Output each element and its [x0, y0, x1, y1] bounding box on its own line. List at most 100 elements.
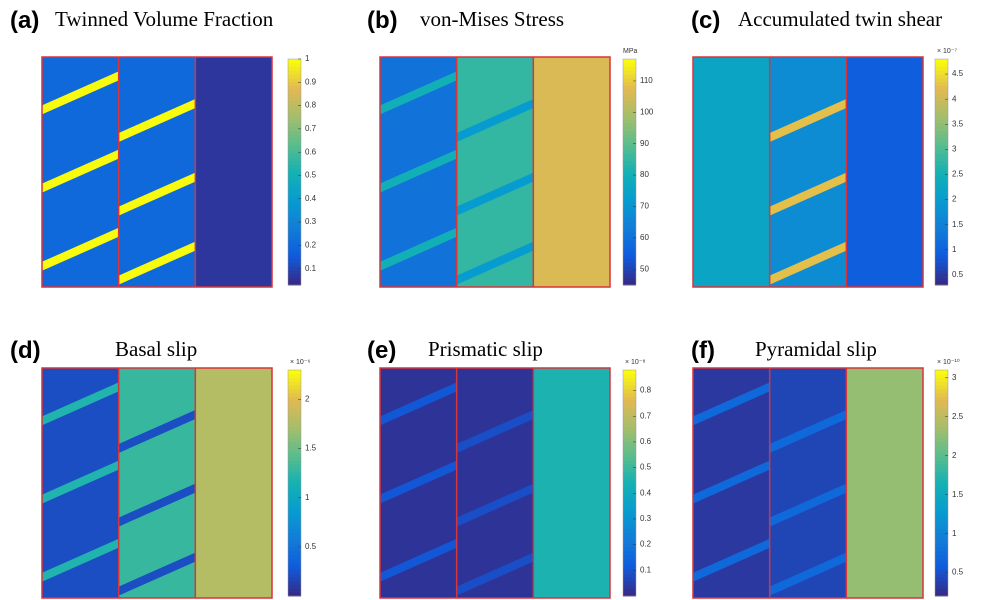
colorbar-tick-label: 2.5	[952, 412, 964, 421]
colorbar-slice	[935, 453, 948, 457]
colorbar-slice	[623, 524, 636, 528]
colorbar-slice	[623, 453, 636, 457]
colorbar-slice	[935, 247, 948, 251]
colorbar-slice	[288, 562, 301, 566]
colorbar-slice	[288, 400, 301, 404]
colorbar-slice	[288, 187, 301, 191]
colorbar-slice	[935, 183, 948, 187]
colorbar-slice	[935, 404, 948, 408]
colorbar-slice	[935, 415, 948, 419]
colorbar-slice	[623, 558, 636, 562]
colorbar-slice	[623, 221, 636, 225]
colorbar-slice	[623, 400, 636, 404]
colorbar-slice	[935, 104, 948, 108]
colorbar-slice	[935, 588, 948, 592]
colorbar-slice	[623, 427, 636, 431]
colorbar-slice	[623, 229, 636, 233]
colorbar-slice	[623, 475, 636, 479]
colorbar-tick-label: 0.5	[305, 171, 317, 180]
colorbar-slice	[288, 464, 301, 468]
colorbar-slice	[935, 134, 948, 138]
colorbar-slice	[623, 540, 636, 544]
colorbar-slice	[935, 191, 948, 195]
colorbar-slice	[288, 266, 301, 270]
colorbar-slice	[935, 225, 948, 229]
colorbar-slice	[935, 419, 948, 423]
colorbar-tick-label: 0.5	[640, 463, 652, 472]
colorbar-slice	[288, 161, 301, 165]
colorbar-slice	[935, 524, 948, 528]
panel-title: Pyramidal slip	[755, 337, 877, 361]
colorbar-slice	[288, 213, 301, 217]
colorbar-slice	[935, 457, 948, 461]
colorbar-slice	[288, 423, 301, 427]
colorbar-slice	[935, 168, 948, 172]
colorbar-slice	[623, 146, 636, 150]
colorbar-slice	[935, 468, 948, 472]
colorbar-slice	[935, 85, 948, 89]
colorbar-slice	[288, 558, 301, 562]
colorbar-slice	[935, 528, 948, 532]
colorbar-slice	[288, 472, 301, 476]
colorbar-slice	[288, 206, 301, 210]
colorbar-slice	[935, 438, 948, 442]
colorbar-slice	[623, 566, 636, 570]
colorbar-slice	[288, 164, 301, 168]
colorbar-slice	[623, 244, 636, 248]
colorbar-slice	[288, 498, 301, 502]
colorbar-tick-label: 100	[640, 107, 654, 116]
region	[846, 368, 923, 598]
colorbar-slice	[288, 232, 301, 236]
colorbar-slice	[623, 506, 636, 510]
colorbar-slice	[935, 59, 948, 63]
colorbar-slice	[623, 487, 636, 491]
colorbar-slice	[623, 562, 636, 566]
colorbar-slice	[935, 259, 948, 263]
colorbar-slice	[288, 217, 301, 221]
colorbar-slice	[623, 381, 636, 385]
panel-label: (f)	[691, 337, 715, 364]
colorbar-slice	[288, 509, 301, 513]
colorbar-slice	[623, 573, 636, 577]
colorbar-slice	[935, 491, 948, 495]
colorbar-slice	[623, 168, 636, 172]
colorbar-slice	[288, 532, 301, 536]
colorbar-slice	[935, 187, 948, 191]
colorbar-slice	[288, 513, 301, 517]
colorbar-slice	[288, 453, 301, 457]
colorbar-slice	[935, 153, 948, 157]
colorbar-slice	[623, 498, 636, 502]
colorbar-slice	[288, 374, 301, 378]
colorbar-slice	[623, 396, 636, 400]
panel-label: (d)	[10, 337, 41, 364]
colorbar-tick-label: 0.5	[952, 568, 964, 577]
colorbar-tick-label: 1.5	[952, 220, 964, 229]
colorbar-slice	[288, 221, 301, 225]
colorbar-slice	[935, 396, 948, 400]
colorbar-slice	[623, 183, 636, 187]
colorbar-slice	[623, 202, 636, 206]
colorbar-slice	[935, 232, 948, 236]
colorbar-slice	[623, 479, 636, 483]
colorbar-slice	[623, 225, 636, 229]
colorbar-tick-label: 0.1	[305, 264, 317, 273]
colorbar-tick-label: 3	[952, 373, 957, 382]
colorbar-slice	[288, 517, 301, 521]
colorbar-slice	[288, 487, 301, 491]
colorbar-tick-label: 1	[305, 493, 310, 502]
colorbar-slice	[288, 370, 301, 374]
colorbar-slice	[623, 172, 636, 176]
colorbar-slice	[623, 240, 636, 244]
colorbar-slice	[623, 161, 636, 165]
colorbar-slice	[288, 251, 301, 255]
colorbar-slice	[623, 521, 636, 525]
figure: (a)Twinned Volume Fraction0.10.20.30.40.…	[0, 0, 986, 600]
colorbar-slice	[288, 585, 301, 589]
colorbar-tick-label: 0.8	[305, 101, 317, 110]
colorbar-slice	[623, 97, 636, 101]
colorbar-slice	[623, 385, 636, 389]
colorbar-slice	[288, 427, 301, 431]
colorbar-slice	[623, 468, 636, 472]
colorbar-slice	[935, 566, 948, 570]
colorbar-slice	[288, 112, 301, 116]
